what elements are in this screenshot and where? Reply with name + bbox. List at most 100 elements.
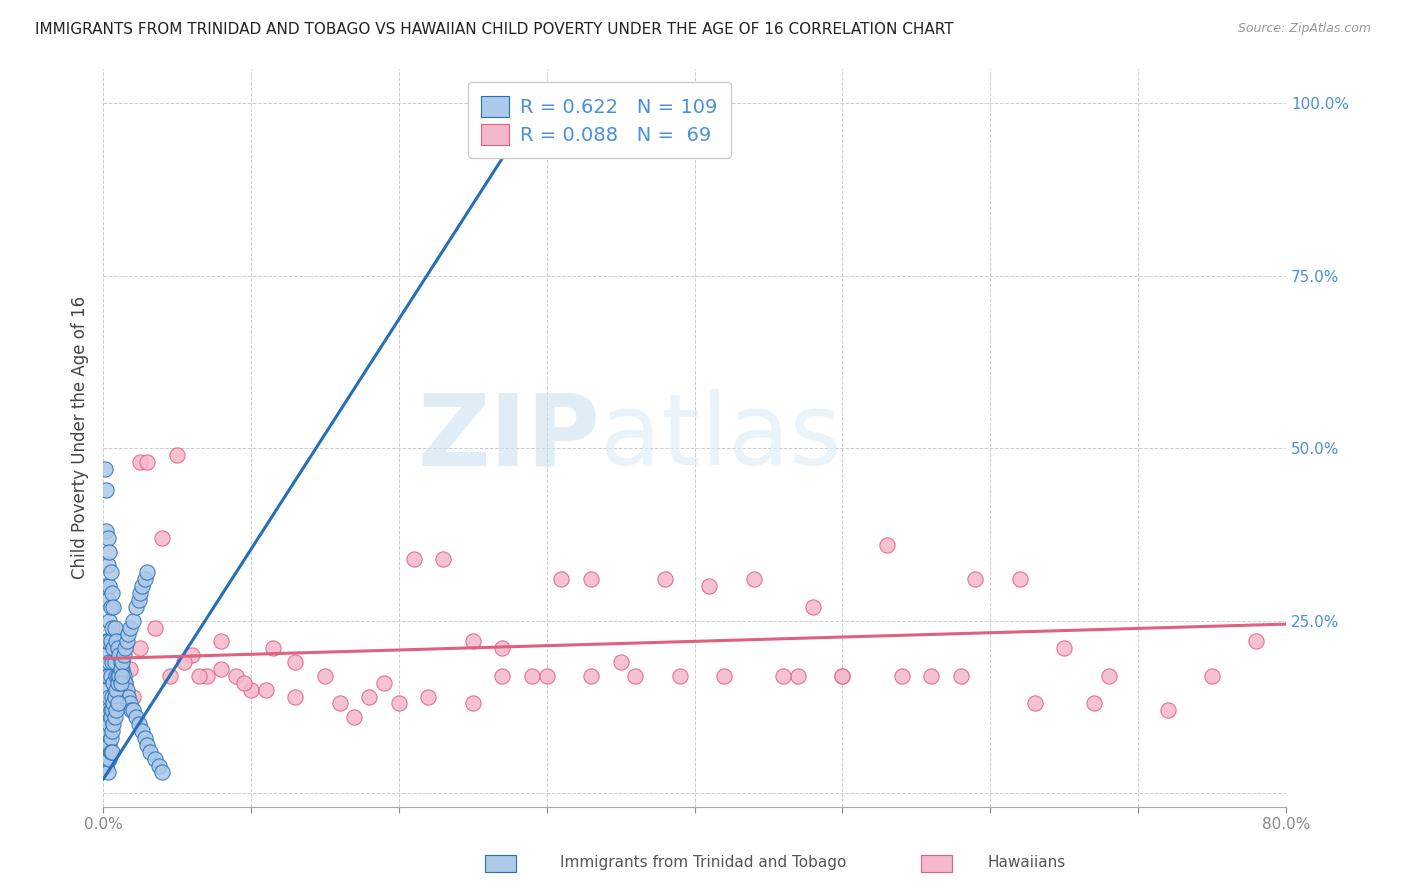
Point xyxy=(890,669,912,683)
Point xyxy=(654,572,676,586)
Point xyxy=(209,662,232,676)
Point xyxy=(329,697,352,711)
Point xyxy=(97,731,120,745)
Point xyxy=(94,669,117,683)
Point xyxy=(111,669,134,683)
Point xyxy=(121,703,143,717)
Point xyxy=(359,690,381,704)
Point xyxy=(108,648,131,662)
Point xyxy=(97,703,120,717)
Point xyxy=(742,572,765,586)
Point xyxy=(1024,697,1046,711)
Text: ZIP: ZIP xyxy=(418,389,600,486)
Point xyxy=(262,641,284,656)
Point xyxy=(920,669,942,683)
Point xyxy=(112,669,135,683)
Point xyxy=(98,614,121,628)
Point xyxy=(93,745,115,759)
Point xyxy=(128,717,150,731)
Point xyxy=(97,669,120,683)
Point xyxy=(110,662,132,676)
Point xyxy=(107,669,129,683)
Text: atlas: atlas xyxy=(600,389,842,486)
Point xyxy=(373,675,395,690)
Point xyxy=(98,717,121,731)
Point xyxy=(94,745,117,759)
Point xyxy=(103,717,125,731)
Legend: R = 0.622   N = 109, R = 0.088   N =  69: R = 0.622 N = 109, R = 0.088 N = 69 xyxy=(468,82,731,159)
Point xyxy=(97,634,120,648)
Point xyxy=(94,634,117,648)
Point xyxy=(110,675,132,690)
Point xyxy=(624,669,647,683)
Point xyxy=(343,710,366,724)
Point xyxy=(100,599,122,614)
Point xyxy=(98,738,121,752)
Point xyxy=(101,621,124,635)
Point xyxy=(101,703,124,717)
Text: Hawaiians: Hawaiians xyxy=(987,855,1066,870)
Point xyxy=(93,758,115,772)
Point xyxy=(876,538,898,552)
Point xyxy=(1156,703,1178,717)
Point xyxy=(104,690,127,704)
Point xyxy=(115,634,138,648)
Point xyxy=(150,765,173,780)
Point xyxy=(93,682,115,697)
Point xyxy=(97,593,120,607)
Point xyxy=(1053,641,1076,656)
Point xyxy=(105,634,128,648)
Text: IMMIGRANTS FROM TRINIDAD AND TOBAGO VS HAWAIIAN CHILD POVERTY UNDER THE AGE OF 1: IMMIGRANTS FROM TRINIDAD AND TOBAGO VS H… xyxy=(35,22,953,37)
Point xyxy=(107,697,129,711)
Point xyxy=(124,599,146,614)
Point xyxy=(103,599,125,614)
Point xyxy=(131,724,153,739)
Point xyxy=(104,655,127,669)
Point xyxy=(107,662,129,676)
Point xyxy=(1083,697,1105,711)
Point xyxy=(112,648,135,662)
Point xyxy=(143,621,166,635)
Point xyxy=(143,752,166,766)
Point xyxy=(831,669,853,683)
Point xyxy=(107,641,129,656)
Point xyxy=(100,745,122,759)
Point xyxy=(225,669,247,683)
Point xyxy=(120,703,142,717)
Point xyxy=(1008,572,1031,586)
Point xyxy=(110,655,132,669)
Point xyxy=(114,641,136,656)
Point xyxy=(240,682,263,697)
Point xyxy=(104,621,127,635)
Point xyxy=(831,669,853,683)
Point xyxy=(100,731,122,745)
Point xyxy=(105,682,128,697)
Point xyxy=(314,669,336,683)
Point xyxy=(1246,634,1268,648)
Point xyxy=(180,648,202,662)
Point xyxy=(121,690,143,704)
Point xyxy=(195,669,218,683)
Point xyxy=(129,455,152,469)
Point xyxy=(98,752,121,766)
Point xyxy=(118,697,141,711)
Point xyxy=(284,690,307,704)
Point xyxy=(134,731,156,745)
Point xyxy=(101,724,124,739)
Point xyxy=(536,669,558,683)
Point xyxy=(108,675,131,690)
Point xyxy=(93,462,115,476)
Point xyxy=(131,579,153,593)
Point xyxy=(101,586,124,600)
Point xyxy=(108,669,131,683)
Point xyxy=(100,710,122,724)
Point xyxy=(461,634,484,648)
Point xyxy=(668,669,690,683)
Point xyxy=(101,745,124,759)
Point xyxy=(110,682,132,697)
Point xyxy=(97,752,120,766)
Point xyxy=(949,669,972,683)
Point xyxy=(118,621,141,635)
Point xyxy=(173,655,195,669)
Point xyxy=(117,627,139,641)
